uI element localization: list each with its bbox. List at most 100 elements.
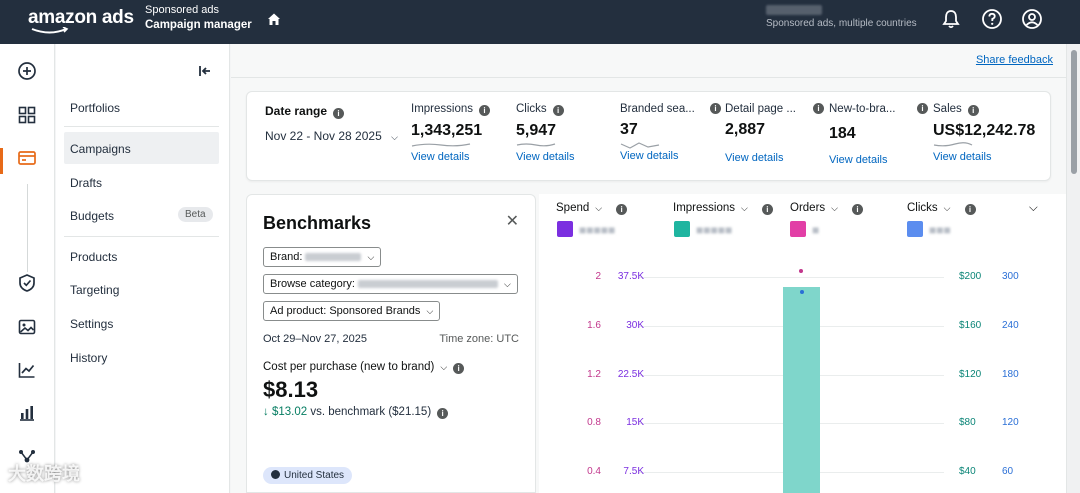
view-details-link[interactable]: View details bbox=[516, 151, 575, 163]
info-icon[interactable]: i bbox=[917, 103, 928, 114]
amazon-ads-logo[interactable]: amazon ads bbox=[28, 7, 134, 28]
metric-detail-page-views[interactable]: Detail page ... i 2,887 View details bbox=[725, 103, 824, 164]
dashboard-icon[interactable] bbox=[17, 105, 37, 125]
bell-icon[interactable] bbox=[940, 8, 962, 30]
impressions-axis-tick: 22.5K bbox=[617, 369, 644, 380]
orders-axis-tick: 0.4 bbox=[587, 466, 601, 477]
reports-icon[interactable] bbox=[17, 360, 37, 380]
browse-category-dropdown[interactable]: Browse category: ⌵ bbox=[263, 274, 518, 294]
view-details-link[interactable]: View details bbox=[829, 154, 888, 166]
view-details-link[interactable]: View details bbox=[620, 150, 679, 162]
info-icon[interactable]: i bbox=[616, 204, 628, 215]
page-scrollbar[interactable] bbox=[1066, 44, 1080, 493]
main-content: Share feedback Date range i Nov 22 - Nov … bbox=[231, 44, 1066, 493]
info-icon[interactable]: i bbox=[453, 363, 465, 374]
integrations-icon[interactable] bbox=[17, 447, 37, 467]
info-icon[interactable]: i bbox=[552, 105, 564, 116]
redacted-brand bbox=[305, 253, 362, 262]
sparkline-icon bbox=[411, 143, 471, 147]
orders-point[interactable] bbox=[799, 269, 803, 273]
account-scope[interactable]: Sponsored ads, multiple countries bbox=[766, 18, 917, 29]
chevron-down-icon: ⌵ bbox=[440, 362, 448, 372]
info-icon[interactable]: i bbox=[964, 204, 976, 215]
collapse-sidebar-icon[interactable] bbox=[198, 64, 212, 78]
metric-selector-clicks[interactable]: Clicks ⌵ i bbox=[907, 202, 976, 215]
metric-new-to-brand[interactable]: New-to-bra... i 184 View details bbox=[829, 103, 928, 166]
clicks-point[interactable] bbox=[800, 290, 804, 294]
left-rail bbox=[0, 44, 55, 493]
chevron-down-icon: ⌵ bbox=[943, 203, 951, 213]
account-icon[interactable] bbox=[1021, 8, 1043, 30]
header-divider bbox=[231, 77, 1066, 78]
metric-value: 5,947 bbox=[516, 122, 557, 139]
metric-clicks[interactable]: Clicks i 5,947 View details bbox=[516, 103, 575, 163]
home-icon[interactable] bbox=[266, 11, 282, 27]
brand-filter-dropdown[interactable]: Brand: ⌵ bbox=[263, 247, 382, 267]
campaign-manager-icon[interactable] bbox=[17, 148, 37, 168]
clicks-axis-tick: 60 bbox=[1002, 466, 1014, 477]
nav-item-drafts[interactable]: Drafts bbox=[70, 176, 103, 190]
sparkline-icon bbox=[620, 142, 660, 149]
metric-selector-spend[interactable]: Spend ⌵ i bbox=[556, 202, 628, 215]
create-icon[interactable] bbox=[17, 61, 37, 81]
info-icon[interactable]: i bbox=[761, 204, 773, 215]
info-icon[interactable]: i bbox=[437, 408, 449, 419]
orders-axis-tick: 1.6 bbox=[587, 320, 601, 331]
info-icon[interactable]: i bbox=[710, 103, 721, 114]
clicks-value-redacted: ■■■ bbox=[929, 223, 951, 237]
orders-swatch bbox=[790, 221, 806, 237]
brand-protection-icon[interactable] bbox=[17, 273, 37, 293]
performance-chart: Spend ⌵ i ■■■■■ Impressions ⌵ i ■■■■■ Orders… bbox=[539, 194, 1066, 493]
metric-selector-impressions[interactable]: Impressions ⌵ i bbox=[673, 202, 773, 215]
info-icon[interactable]: i bbox=[851, 204, 863, 215]
view-details-link[interactable]: View details bbox=[933, 151, 992, 163]
view-details-link[interactable]: View details bbox=[411, 151, 470, 163]
nav-item-history[interactable]: History bbox=[70, 351, 108, 365]
watermark: 大数跨境 bbox=[8, 464, 80, 484]
nav-item-budgets[interactable]: Budgets bbox=[70, 209, 115, 223]
metric-selector-orders[interactable]: Orders ⌵ i bbox=[790, 202, 863, 215]
timezone-label: Time zone: UTC bbox=[439, 333, 519, 345]
help-icon[interactable] bbox=[981, 8, 1003, 30]
nav-item-settings[interactable]: Settings bbox=[70, 317, 114, 331]
chevron-down-icon: ⌵ bbox=[831, 203, 838, 213]
nav-item-products[interactable]: Products bbox=[70, 250, 118, 264]
media-icon[interactable] bbox=[17, 317, 37, 337]
chevron-down-icon: ⌵ bbox=[391, 132, 398, 142]
nav-item-targeting[interactable]: Targeting bbox=[70, 283, 120, 297]
spend-swatch bbox=[557, 221, 573, 237]
close-icon[interactable]: ✕ bbox=[505, 213, 519, 230]
metric-branded-searches[interactable]: Branded sea... i 37 View details bbox=[620, 103, 721, 162]
ad-product-dropdown[interactable]: Ad product: Sponsored Brands ⌵ bbox=[263, 301, 441, 321]
analytics-icon[interactable] bbox=[17, 403, 37, 423]
benchmarks-panel: Benchmarks ✕ Brand: ⌵ Browse category: ⌵… bbox=[246, 194, 536, 493]
nav-item-campaigns[interactable]: Campaigns bbox=[70, 142, 131, 156]
benchmark-value: $8.13 bbox=[263, 377, 319, 402]
metric-sales[interactable]: Sales i US$12,242.78 View details bbox=[933, 103, 1036, 163]
view-details-link[interactable]: View details bbox=[725, 152, 784, 164]
benchmark-metric-dropdown[interactable]: Cost per purchase (new to brand) ⌵ i bbox=[263, 361, 465, 374]
nav-divider bbox=[64, 126, 219, 127]
impressions-bar[interactable] bbox=[783, 287, 820, 493]
share-feedback-link[interactable]: Share feedback bbox=[975, 54, 1053, 66]
clicks-axis-tick: 120 bbox=[1002, 417, 1019, 428]
expand-selectors-icon[interactable]: ⌵ bbox=[1029, 202, 1038, 214]
info-icon[interactable]: i bbox=[479, 105, 490, 116]
info-icon[interactable]: i bbox=[967, 105, 979, 116]
rail-divider bbox=[27, 184, 28, 272]
account-name-redacted[interactable] bbox=[766, 5, 822, 15]
chevron-down-icon: ⌵ bbox=[741, 203, 748, 213]
down-arrow-icon: ↓ bbox=[263, 406, 269, 418]
gridline bbox=[639, 277, 944, 278]
nav-divider bbox=[64, 236, 219, 237]
info-icon[interactable]: i bbox=[813, 103, 824, 114]
impressions-swatch bbox=[674, 221, 690, 237]
info-icon[interactable]: i bbox=[333, 108, 345, 119]
scrollbar-thumb[interactable] bbox=[1071, 50, 1077, 174]
date-range-picker[interactable]: Nov 22 - Nov 28 2025 ⌵ bbox=[265, 129, 398, 143]
nav-item-portfolios[interactable]: Portfolios bbox=[70, 101, 121, 115]
metric-value: 2,887 bbox=[725, 121, 766, 138]
impressions-axis-tick: 30K bbox=[626, 320, 644, 331]
clicks-axis-tick: 180 bbox=[1002, 369, 1019, 380]
metric-impressions[interactable]: Impressions i 1,343,251 View details bbox=[411, 103, 490, 163]
